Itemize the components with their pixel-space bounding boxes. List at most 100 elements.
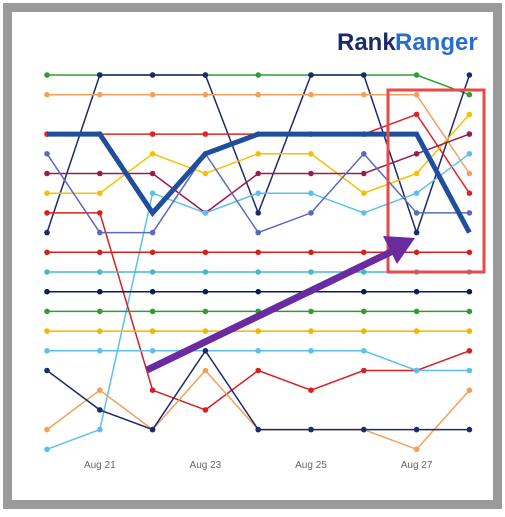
- point: [308, 151, 314, 157]
- point: [413, 91, 420, 98]
- point: [255, 328, 261, 334]
- point: [308, 426, 314, 433]
- point: [308, 269, 314, 275]
- point: [44, 328, 50, 334]
- point: [97, 91, 103, 98]
- x-tick-label: Aug 21: [84, 460, 116, 471]
- point: [361, 308, 367, 315]
- point: [413, 308, 420, 315]
- point: [202, 348, 209, 354]
- x-tick-label: Aug 27: [401, 460, 433, 471]
- point: [44, 348, 50, 354]
- point: [97, 170, 103, 177]
- point: [44, 91, 50, 98]
- point: [466, 91, 473, 98]
- point: [97, 288, 103, 295]
- point: [466, 387, 473, 394]
- point: [308, 72, 314, 78]
- logo-second: Ranger: [395, 29, 478, 56]
- point: [202, 170, 209, 177]
- point: [413, 446, 420, 453]
- point: [413, 328, 420, 334]
- point: [202, 269, 209, 275]
- point: [308, 249, 314, 256]
- point: [466, 190, 473, 196]
- point: [44, 210, 50, 216]
- point: [97, 229, 103, 236]
- point: [466, 288, 473, 295]
- point: [149, 308, 156, 315]
- point: [361, 348, 367, 354]
- point: [202, 367, 209, 374]
- point: [149, 328, 156, 334]
- point: [97, 348, 103, 354]
- annotations: [145, 88, 486, 374]
- point: [255, 348, 261, 354]
- point: [202, 131, 209, 137]
- point: [255, 288, 261, 295]
- point: [255, 91, 261, 98]
- point: [202, 407, 209, 413]
- point: [255, 170, 261, 177]
- point: [255, 229, 261, 236]
- point: [255, 269, 261, 275]
- point: [97, 387, 103, 394]
- panel: [12, 12, 493, 500]
- point: [413, 229, 420, 236]
- point: [44, 170, 50, 177]
- point: [149, 426, 156, 433]
- point: [466, 328, 473, 334]
- point: [97, 210, 103, 216]
- point: [97, 308, 103, 315]
- point: [255, 249, 261, 256]
- point: [44, 308, 50, 315]
- point: [308, 348, 314, 354]
- point: [97, 72, 103, 78]
- point: [413, 111, 420, 118]
- point: [413, 249, 420, 256]
- point: [308, 190, 314, 196]
- point: [466, 151, 473, 157]
- point: [466, 367, 473, 374]
- point: [413, 170, 420, 177]
- point: [44, 367, 50, 374]
- point: [149, 269, 156, 275]
- point: [361, 190, 367, 196]
- point: [255, 72, 261, 78]
- point: [308, 308, 314, 315]
- point: [255, 210, 261, 216]
- x-tick-label: Aug 25: [295, 460, 327, 471]
- point: [149, 249, 156, 256]
- point: [361, 170, 367, 177]
- point: [44, 269, 50, 275]
- point: [413, 288, 420, 295]
- point: [308, 210, 314, 216]
- point: [413, 210, 420, 216]
- point: [97, 269, 103, 275]
- point: [149, 288, 156, 295]
- logo-first: Rank: [337, 29, 396, 56]
- point: [202, 91, 209, 98]
- point: [308, 328, 314, 334]
- point: [97, 407, 103, 413]
- point: [361, 210, 367, 216]
- point: [149, 131, 156, 137]
- point: [202, 288, 209, 295]
- point: [413, 72, 420, 78]
- point: [149, 387, 156, 394]
- point: [308, 387, 314, 394]
- point: [149, 151, 156, 157]
- point: [413, 367, 420, 374]
- point: [202, 210, 209, 216]
- point: [466, 210, 473, 216]
- point: [308, 91, 314, 98]
- point: [413, 426, 420, 433]
- point: [466, 249, 473, 256]
- point: [361, 249, 367, 256]
- point: [44, 72, 50, 78]
- point: [149, 348, 156, 354]
- point: [466, 170, 473, 177]
- point: [149, 190, 156, 196]
- point: [361, 328, 367, 334]
